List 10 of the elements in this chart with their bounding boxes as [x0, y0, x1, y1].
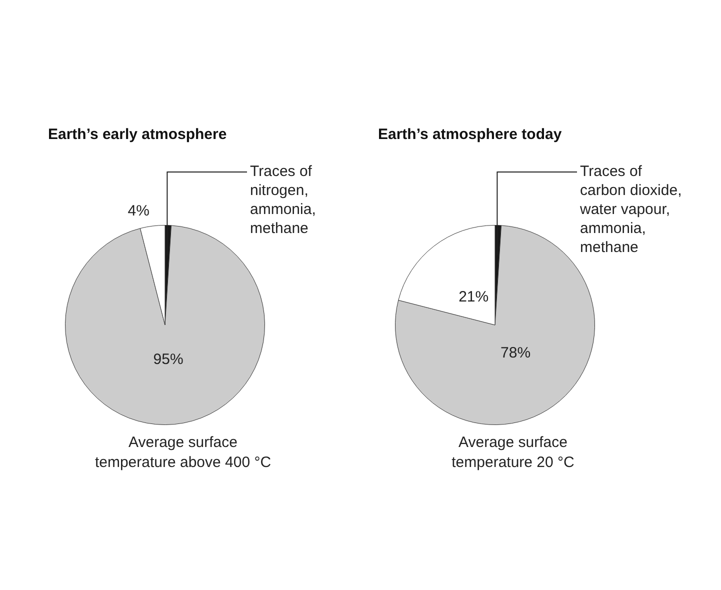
chart-title: Earth’s early atmosphere	[48, 126, 227, 143]
data-label: 4%	[128, 202, 150, 220]
data-label: 21%	[458, 288, 489, 306]
chart-title: Earth’s atmosphere today	[378, 126, 563, 145]
data-label: 78%	[500, 344, 531, 362]
text: Average surface temperature 20 °C	[452, 434, 575, 472]
slice-label: Traces of nitrogen, ammonia, methane	[250, 163, 316, 238]
text: Average surface temperature above 400 °C	[94, 434, 272, 472]
slice-label: Traces of carbon dioxide, water vapour, ammonia, methane	[579, 163, 682, 256]
data-label: 95%	[153, 350, 184, 368]
